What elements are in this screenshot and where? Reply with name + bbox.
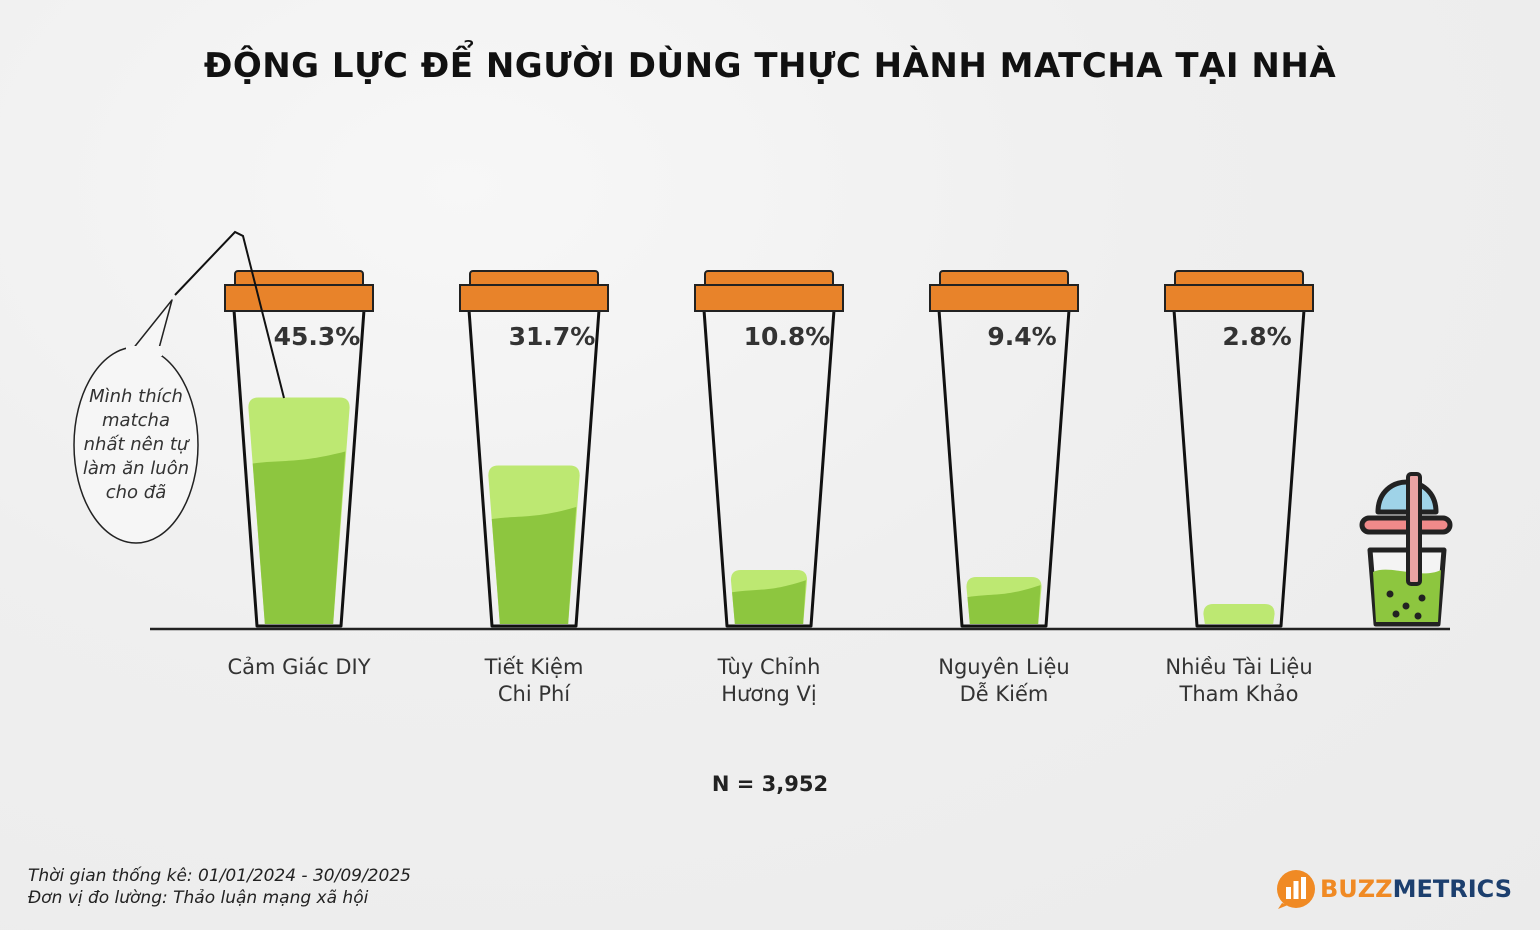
cup-lid (224, 284, 374, 312)
buzzmetrics-logo-icon (1277, 870, 1315, 909)
footnote-period: Thời gian thống kê: 01/01/2024 - 30/09/2… (28, 866, 411, 886)
chart-title: ĐỘNG LỰC ĐỂ NGƯỜI DÙNG THỰC HÀNH MATCHA … (203, 46, 1337, 86)
callout-line (174, 230, 285, 399)
value-label: 10.8% (743, 322, 831, 351)
liquid-light (1203, 604, 1275, 624)
cup-outline (467, 309, 601, 628)
cup-outline (232, 309, 366, 628)
value-label: 45.3% (273, 322, 361, 351)
category-label: Tiết Kiệm Chi Phí (484, 655, 584, 706)
category-label: Cảm Giác DIY (227, 655, 371, 679)
liquid-dark (491, 507, 577, 624)
cup-outline (937, 309, 1071, 628)
footnote-unit: Đơn vị đo lường: Thảo luận mạng xã hội (28, 888, 369, 908)
brand-logo: BUZZ METRICS (1276, 868, 1512, 910)
sample-size: N = 3,952 (711, 772, 829, 796)
cup-bar (694, 270, 844, 628)
speech-bubble-text: Mình thích matcha nhất nên tự làm ăn luô… (82, 386, 190, 503)
speech-bubble (73, 299, 199, 544)
cup-outline (702, 309, 836, 628)
value-label: 2.8% (1222, 322, 1292, 351)
logo-metrics-text: METRICS (1392, 875, 1512, 903)
cup-bar (929, 270, 1079, 628)
cup-lid (459, 284, 609, 312)
cup-bar (1164, 270, 1314, 628)
cup-lid (1164, 284, 1314, 312)
cup-bar (224, 270, 374, 628)
cup-lid (694, 284, 844, 312)
value-label: 31.7% (508, 322, 596, 351)
cup-lid (929, 284, 1079, 312)
category-label: Nguyên Liệu Dễ Kiếm (938, 655, 1070, 706)
logo-buzz-text: BUZZ (1320, 875, 1393, 903)
bubble-tea-cup-icon (1359, 472, 1453, 627)
cup-outline (1172, 309, 1306, 628)
category-label: Tùy Chỉnh Hương Vị (717, 655, 821, 706)
category-label: Nhiều Tài Liệu Tham Khảo (1165, 655, 1313, 706)
liquid-dark (967, 585, 1041, 624)
value-label: 9.4% (987, 322, 1057, 351)
cup-bar (459, 270, 609, 628)
liquid-dark (732, 580, 806, 624)
liquid-dark (252, 451, 346, 624)
